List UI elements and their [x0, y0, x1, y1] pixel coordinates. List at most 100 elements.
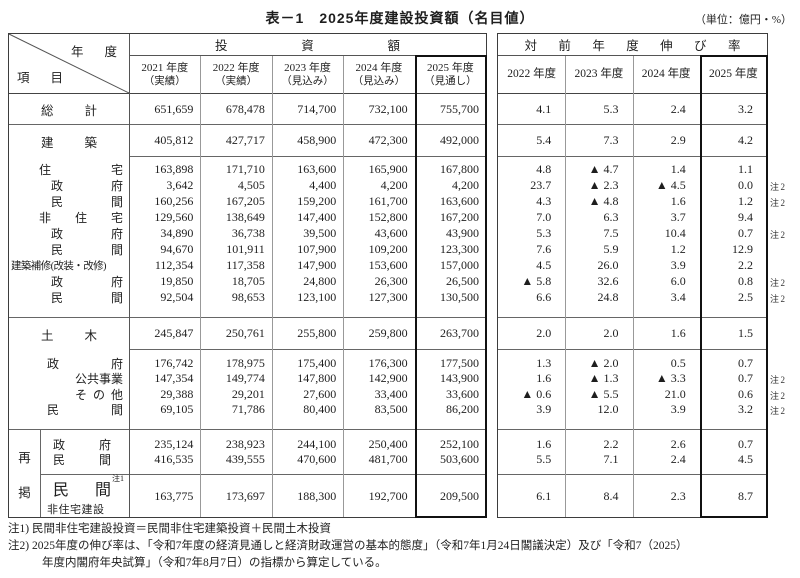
- year-header: 2024 年度: [641, 67, 691, 80]
- growth-value-cell: 5.3: [603, 101, 619, 116]
- investment-value-cell: 123,100: [297, 289, 337, 304]
- gutter-sec: 注2 注2 注2 注2 注2: [770, 158, 800, 319]
- investment-value-cell: 130,500: [440, 289, 480, 304]
- relisted-side-char: 掲: [18, 485, 31, 500]
- note-tag: 注2: [770, 181, 787, 192]
- growth-value-cell: 4.2: [738, 133, 753, 147]
- investment-value-cell: 27,600: [303, 386, 337, 401]
- growth-value-cell: 0.0: [738, 177, 753, 192]
- gutter-header: [770, 33, 800, 95]
- table-row: 政府 19,850 18,705 24,800 26,300 26,500: [9, 274, 486, 289]
- year-label: 2022 年度: [212, 61, 260, 74]
- growth-value-cell: 26.0: [597, 257, 619, 272]
- growth-value-cell: 1.6: [536, 436, 552, 451]
- row-label-cell: 政府: [41, 437, 129, 452]
- row-label: 政府: [51, 274, 123, 289]
- growth-table-header: 対前年度伸び率 2022 年度 2023 年度 2024 年度 2025 年度: [498, 34, 767, 94]
- relisted-gov-priv: 1.6 2.2 2.6 0.7 5.5 7.1 2.4 4.5: [498, 430, 767, 475]
- investment-value-cell: 163,600: [440, 193, 480, 208]
- investment-value-cell: 167,800: [440, 161, 480, 176]
- investment-value-cell: 244,100: [297, 436, 337, 451]
- year-label: 2021 年度: [141, 61, 189, 74]
- investment-year-headers: 2021 年度 （実績） 2022 年度 （実績） 2023 年度 （見込み） 2024 年…: [129, 56, 486, 93]
- table-row: 住宅 163,898 171,710 163,600 165,900 167,800: [9, 161, 486, 177]
- growth-value-cell: 3.4: [670, 289, 686, 304]
- investment-value-cell: 245,847: [129, 318, 201, 350]
- row-label-cell: 民間: [9, 194, 129, 209]
- row-label: 土木: [41, 328, 97, 343]
- row-label: 民間: [51, 290, 123, 305]
- table-row: 非住宅 129,560 138,649 147,400 152,800 167,200: [9, 209, 486, 225]
- investment-value-cell: 755,700: [440, 101, 480, 116]
- investment-value-cell: 94,670: [160, 241, 194, 256]
- growth-value-cell: ▲ 1.3: [588, 371, 619, 386]
- table-row: 5.4 7.3 2.9 4.2: [498, 125, 767, 156]
- growth-value-cell: ▲ 5.5: [588, 386, 619, 401]
- growth-value-cell: 5.4: [536, 133, 552, 147]
- investment-value-cell: 129,560: [154, 209, 194, 224]
- table-row: 土木 245,847 250,761 255,800 259,800 263,700: [9, 318, 487, 350]
- column-rule: [272, 56, 273, 517]
- label-column-rule: [129, 34, 130, 517]
- investment-value-cell: 250,400: [368, 436, 408, 451]
- growth-value-cell: ▲ 2.0: [588, 355, 619, 370]
- corner-cell: 年度 項目: [9, 34, 129, 93]
- growth-value-cell: 7.5: [603, 225, 619, 240]
- row-label: 建築: [41, 135, 97, 150]
- growth-value-cell: 2.2: [738, 257, 753, 272]
- growth-value-cell: 10.4: [664, 225, 686, 240]
- investment-value-cell: 458,900: [271, 125, 344, 157]
- row-building: 5.4 7.3 2.9 4.2: [498, 125, 767, 157]
- year-label: 2023 年度: [284, 61, 331, 74]
- investment-value-cell: 255,800: [271, 318, 344, 350]
- growth-value-cell: 0.6: [738, 386, 753, 401]
- growth-value-cell: 1.1: [738, 161, 753, 176]
- footnotes: 注1) 民間非住宅建設投資＝民間非住宅建築投資＋民間土木投資 注2) 2025年…: [8, 521, 687, 572]
- growth-value-cell: 0.5: [670, 355, 686, 370]
- investment-value-cell: 3,642: [166, 177, 194, 192]
- investment-value-cell: 152,800: [368, 209, 408, 224]
- growth-value-cell: 3.2: [738, 101, 753, 116]
- row-label-cell: 政府: [9, 178, 129, 193]
- growth-value-cell: 7.0: [536, 209, 552, 224]
- row-total: 総計 651,659 678,478 714,700 732,100 755,700: [9, 94, 486, 125]
- table-row: 民間 416,535 439,555 470,600 481,700 503,600: [41, 451, 486, 467]
- growth-value-cell: ▲ 5.8: [521, 273, 552, 288]
- column-rule: [343, 56, 344, 517]
- row-label-cell: 住宅: [9, 162, 129, 177]
- investment-value-cell: 34,890: [160, 225, 194, 240]
- table-row: 4.8 ▲ 4.7 1.4 1.1: [498, 162, 767, 176]
- table-row: ▲ 0.6 ▲ 5.5 21.0 0.6: [498, 387, 767, 401]
- table-row: 4.3 ▲ 4.8 1.6 1.2: [498, 194, 767, 208]
- year-header: 2021 年度 （実績）: [129, 56, 200, 93]
- table-row: 4.1 5.3 2.4 3.2: [498, 94, 767, 124]
- row-label: 民間: [51, 242, 123, 257]
- table-row: 2.0 2.0 1.6 1.5: [498, 318, 767, 349]
- growth-value-cell: ▲ 4.8: [588, 193, 619, 208]
- growth-value-cell: 1.2: [738, 193, 753, 208]
- row-label: 建築補修(改装・改修): [11, 260, 107, 272]
- relisted-block: 再掲政府 235,124 238,923 244,100 250,400 252,100 民…: [9, 430, 486, 517]
- investment-value-cell: 33,600: [446, 386, 480, 401]
- investment-value-cell: 732,100: [368, 101, 408, 116]
- building-subgroup: 4.8 ▲ 4.7 1.4 1.1 23.7 ▲ 2.3 ▲ 4.5 0.0 4.3 ▲ 4.8 1…: [498, 157, 767, 318]
- row-label: 民間注1: [53, 473, 124, 499]
- note-tag: [770, 243, 800, 257]
- investment-value-cell: 651,659: [154, 101, 194, 116]
- investment-value-cell: 171,710: [225, 161, 265, 176]
- growth-value-cell: 4.1: [536, 101, 552, 116]
- investment-value-cell: 238,923: [225, 436, 265, 451]
- year-label: 2024 年度: [355, 61, 403, 74]
- growth-value-cell: 2.5: [738, 289, 753, 304]
- investment-value-cell: 177,500: [440, 355, 480, 370]
- year-qualifier: （実績）: [143, 75, 186, 87]
- investment-value-cell: 416,535: [154, 451, 194, 466]
- growth-value-cell: 0.7: [738, 436, 753, 451]
- growth-value-cell: 1.4: [670, 161, 686, 176]
- investment-value-cell: 107,900: [297, 241, 337, 256]
- investment-value-cell: 29,388: [160, 386, 194, 401]
- growth-value-cell: 7.6: [536, 241, 552, 256]
- investment-table: 年度 項目 投資額 2021 年度 （実績） 2022 年度 （実績） 2023 年度（…: [8, 33, 487, 518]
- gutter-sec: 注2 注2 注2: [770, 351, 800, 431]
- relisted-gov-priv: 政府 235,124 238,923 244,100 250,400 252,100 民間 4…: [41, 430, 486, 475]
